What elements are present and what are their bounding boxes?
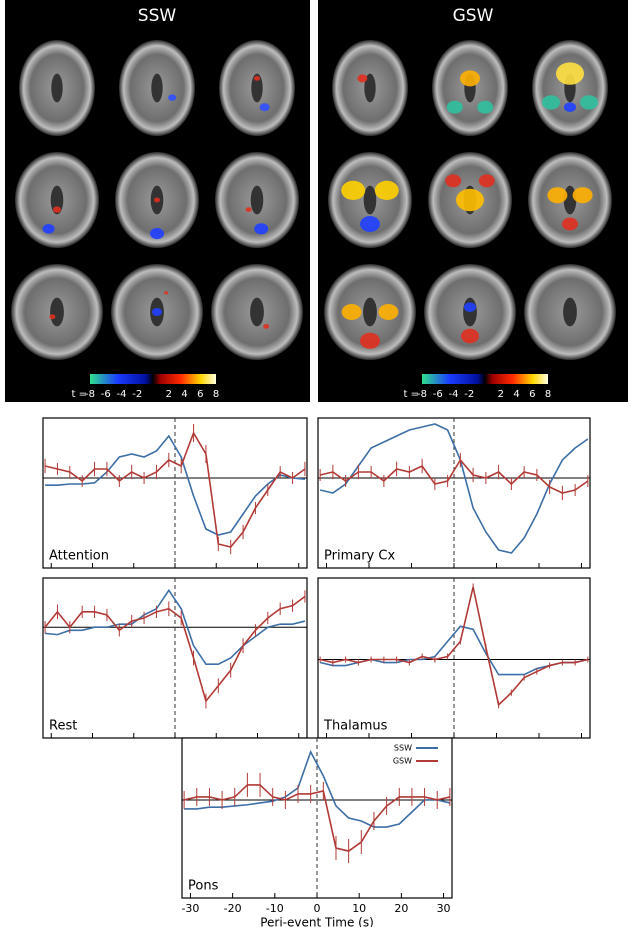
panel-label: Primary Cx bbox=[324, 549, 395, 564]
legend-label: SSW bbox=[394, 744, 412, 753]
series-line bbox=[319, 458, 589, 494]
series-line bbox=[183, 784, 451, 852]
activation-blob bbox=[254, 76, 260, 81]
ventricle bbox=[363, 185, 377, 215]
activation-blob bbox=[445, 174, 462, 188]
activation-blob bbox=[374, 180, 399, 200]
panel-title: GSW bbox=[453, 6, 494, 26]
series-line bbox=[319, 586, 589, 707]
ventricle bbox=[250, 297, 264, 327]
activation-blob bbox=[357, 74, 368, 83]
panel-title: SSW bbox=[138, 6, 177, 26]
activation-blob bbox=[154, 197, 160, 203]
activation-blob bbox=[150, 228, 164, 240]
activation-blob bbox=[547, 187, 568, 204]
x-tick-label: 30 bbox=[437, 902, 451, 915]
activation-blob bbox=[572, 187, 593, 204]
colorbar-tick: 2 bbox=[166, 389, 172, 400]
ventricle bbox=[50, 185, 64, 215]
activation-blob bbox=[580, 95, 598, 110]
x-tick-label: 10 bbox=[352, 902, 366, 915]
colorbar-tick: -8 bbox=[417, 389, 427, 400]
activation-blob bbox=[556, 62, 584, 85]
ventricle bbox=[50, 297, 64, 327]
colorbar-tick: 8 bbox=[213, 389, 219, 400]
activation-blob bbox=[263, 324, 270, 329]
activation-blob bbox=[168, 94, 177, 101]
colorbar-tick: -6 bbox=[101, 389, 111, 400]
series-line bbox=[44, 588, 306, 665]
panel-label: Thalamus bbox=[323, 719, 388, 734]
colorbar-tick: -2 bbox=[132, 389, 142, 400]
brain-slices: t =-8 -6 -4 -2 2 4 6 8 t =-8 -6 -4 -2 2 4 6 8 bbox=[11, 40, 616, 400]
colorbar-tick: 8 bbox=[545, 389, 551, 400]
x-tick-label: -10 bbox=[266, 902, 284, 915]
activation-blob bbox=[542, 95, 560, 110]
legend-label: GSW bbox=[393, 757, 412, 766]
activation-blob bbox=[360, 332, 380, 349]
series-line bbox=[44, 595, 306, 703]
series-line bbox=[184, 749, 451, 828]
ventricle bbox=[250, 185, 264, 215]
activation-blob bbox=[562, 217, 578, 231]
panel-label: Attention bbox=[49, 549, 109, 564]
activation-blob bbox=[477, 100, 494, 114]
ventricle bbox=[563, 185, 577, 215]
colorbar-tick: -8 bbox=[85, 389, 95, 400]
activation-blob bbox=[478, 174, 495, 188]
series-line bbox=[44, 431, 306, 548]
colorbar-tick: -4 bbox=[117, 389, 127, 400]
colorbar-tick: 2 bbox=[498, 389, 504, 400]
colorbar-tick: 6 bbox=[529, 389, 535, 400]
colorbar-tick: -6 bbox=[433, 389, 443, 400]
colorbar bbox=[422, 374, 548, 384]
activation-blob bbox=[152, 308, 162, 316]
colorbar-tick: 4 bbox=[181, 389, 187, 400]
activation-blob bbox=[49, 314, 56, 320]
activation-blob bbox=[461, 328, 479, 344]
activation-blob bbox=[254, 223, 269, 235]
panel-label: Pons bbox=[188, 879, 219, 894]
activation-blob bbox=[164, 291, 169, 295]
colorbar-tick: -4 bbox=[449, 389, 459, 400]
x-tick-label: 20 bbox=[394, 902, 408, 915]
ventricle bbox=[51, 73, 63, 103]
x-tick-label: -30 bbox=[181, 902, 199, 915]
activation-blob bbox=[259, 103, 270, 112]
series-line bbox=[45, 434, 306, 536]
ventricle bbox=[363, 297, 377, 327]
activation-blob bbox=[341, 304, 362, 320]
activation-blob bbox=[460, 70, 480, 87]
activation-blob bbox=[456, 188, 484, 212]
series-line bbox=[319, 423, 589, 554]
activation-blob bbox=[341, 180, 366, 200]
colorbar-label: t = bbox=[404, 389, 419, 400]
activation-blob bbox=[42, 224, 55, 234]
activation-blob bbox=[53, 206, 61, 213]
ventricle bbox=[563, 297, 577, 327]
activation-blob bbox=[564, 102, 576, 112]
panel-label: Rest bbox=[49, 719, 77, 734]
charts: Attention Primary Cx Rest Thalamus -30 -20 -10… bbox=[42, 417, 591, 930]
x-tick-label: 0 bbox=[314, 902, 321, 915]
activation-blob bbox=[360, 216, 380, 232]
colorbar bbox=[90, 374, 216, 384]
colorbar-label: t = bbox=[72, 389, 87, 400]
activation-blob bbox=[245, 207, 252, 213]
x-axis-label: Peri-event Time (s) bbox=[260, 916, 374, 928]
x-tick-label: -20 bbox=[224, 902, 242, 915]
ventricle bbox=[151, 73, 163, 103]
colorbar-tick: 4 bbox=[513, 389, 519, 400]
colorbar-tick: 6 bbox=[197, 389, 203, 400]
ventricle bbox=[251, 73, 263, 103]
activation-blob bbox=[446, 100, 463, 114]
activation-blob bbox=[378, 304, 399, 320]
ventricle bbox=[364, 73, 376, 103]
colorbar-tick: -2 bbox=[464, 389, 474, 400]
activation-blob bbox=[464, 302, 476, 313]
